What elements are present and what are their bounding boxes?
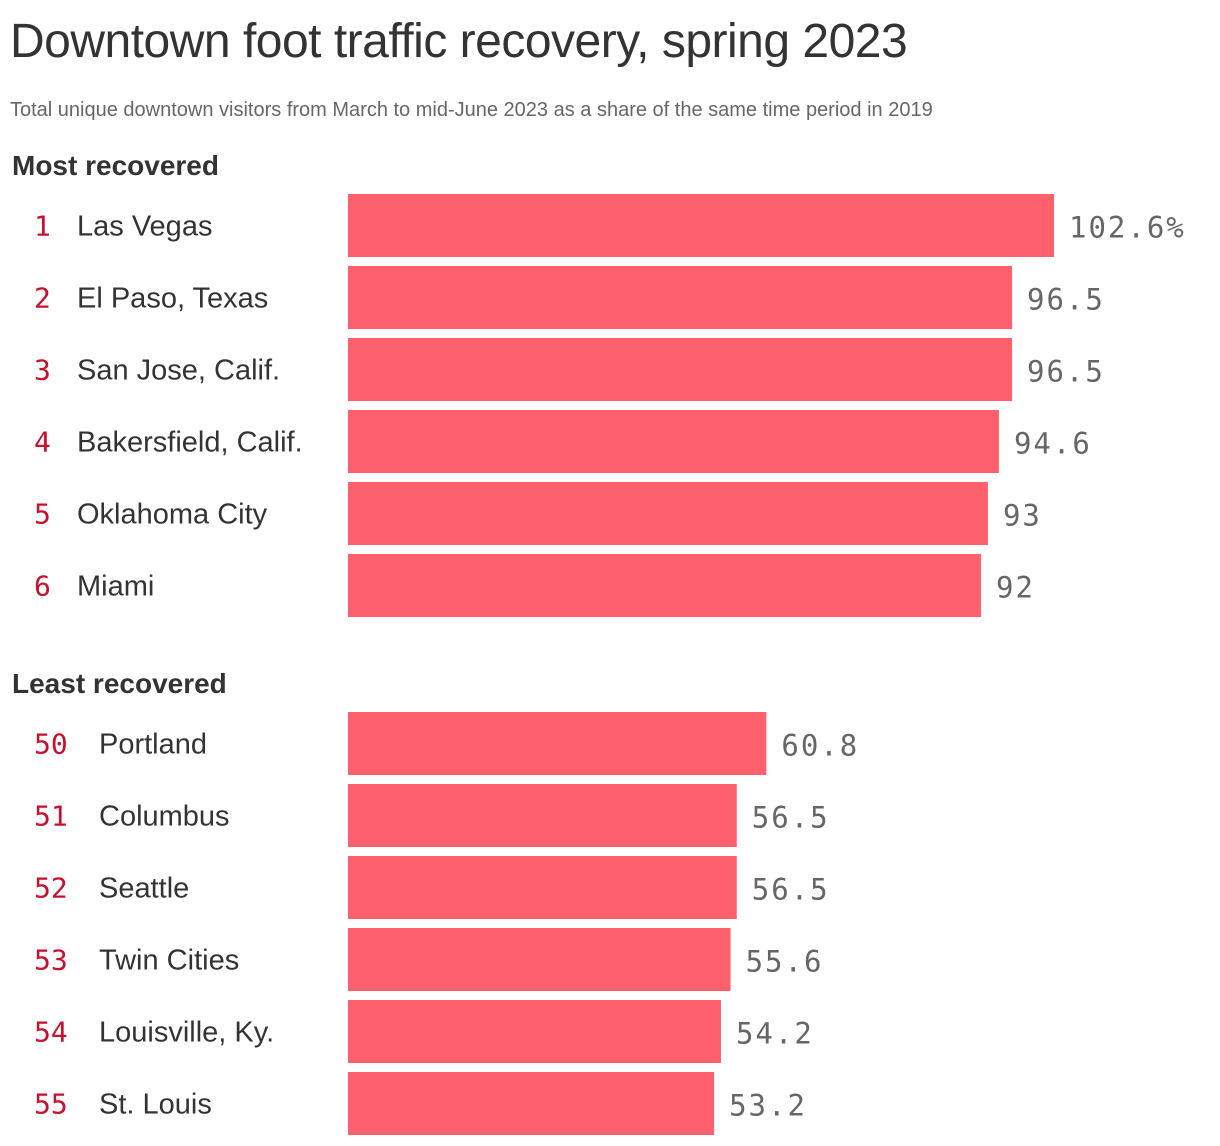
city-label: Columbus [99,801,230,833]
bar [348,338,1013,401]
rank-label: 3 [34,354,51,387]
value-label: 92 [996,571,1035,605]
bar [348,784,737,847]
rank-label: 54 [34,1016,68,1049]
bar [348,712,767,775]
bar [348,554,982,617]
value-label: 96.5 [1027,355,1105,389]
section-label: Most recovered [12,150,219,181]
city-label: Miami [77,571,154,603]
rank-label: 50 [34,728,68,761]
rank-label: 52 [34,872,68,905]
value-label: 56.5 [752,801,830,835]
rank-label: 5 [34,498,51,531]
rank-label: 1 [34,210,51,243]
bar [348,1072,715,1135]
city-label: Portland [99,729,207,761]
value-label: 53.2 [729,1089,807,1123]
rank-label: 2 [34,282,51,315]
rank-label: 6 [34,570,51,603]
value-label: 102.6% [1069,211,1186,245]
bar [348,1000,721,1063]
value-label: 96.5 [1027,283,1105,317]
city-label: Twin Cities [99,945,239,977]
value-label: 93 [1003,499,1042,533]
value-label: 55.6 [746,945,824,979]
section-label: Least recovered [12,668,227,699]
rank-label: 4 [34,426,51,459]
city-label: Oklahoma City [77,499,268,531]
city-label: San Jose, Calif. [77,355,280,387]
bar [348,856,737,919]
value-label: 94.6 [1014,427,1092,461]
chart-title: Downtown foot traffic recovery, spring 2… [10,15,908,68]
city-label: Las Vegas [77,211,212,243]
city-label: St. Louis [99,1089,212,1121]
value-label: 60.8 [781,729,859,763]
city-label: El Paso, Texas [77,283,268,315]
city-label: Louisville, Ky. [99,1017,274,1049]
rank-label: 53 [34,944,68,977]
value-label: 56.5 [752,873,830,907]
rank-label: 55 [34,1088,68,1121]
bar [348,482,988,545]
bar [348,928,731,991]
city-label: Bakersfield, Calif. [77,427,303,459]
bar [348,266,1013,329]
rank-label: 51 [34,800,68,833]
bar [348,194,1054,257]
value-label: 54.2 [736,1017,814,1051]
bar [348,410,999,473]
city-label: Seattle [99,873,189,905]
chart-subtitle: Total unique downtown visitors from Marc… [10,99,933,121]
